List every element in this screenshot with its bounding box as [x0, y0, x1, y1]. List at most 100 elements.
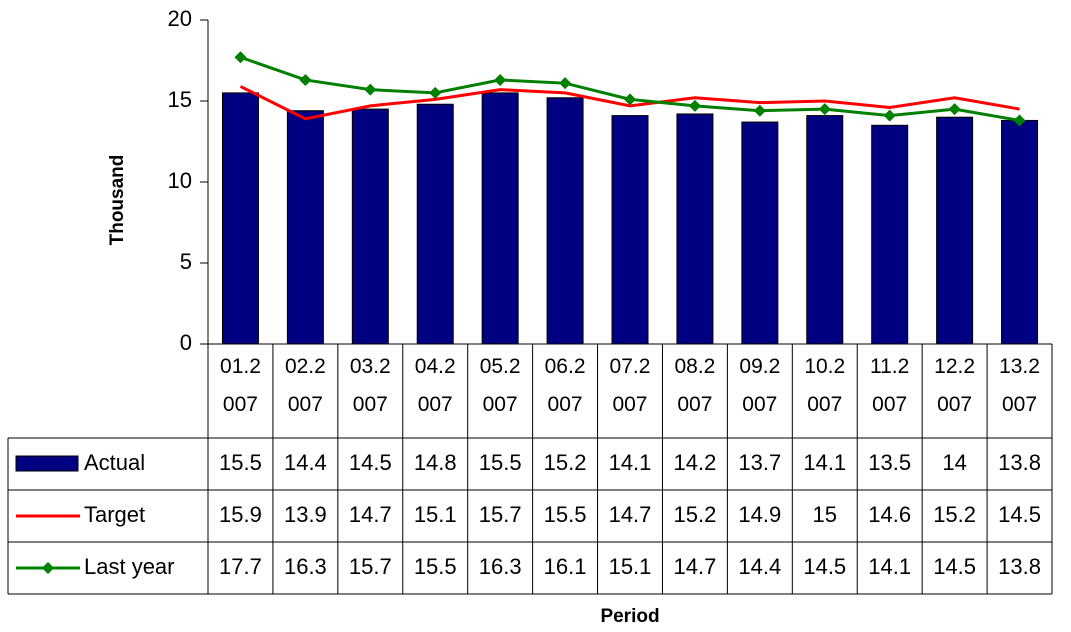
legend-marker: [42, 562, 54, 574]
table-cell: 15.7: [349, 554, 392, 579]
x-tick-label: 11.2007: [870, 355, 910, 416]
bar: [741, 121, 779, 345]
marker: [364, 83, 377, 96]
table-cell: 16.1: [544, 554, 587, 579]
marker: [559, 77, 572, 90]
bar: [936, 116, 974, 345]
legend-label: Target: [84, 502, 145, 527]
x-tick-label: 06.2007: [544, 355, 586, 416]
bar: [611, 115, 649, 345]
table-cell: 14.1: [803, 450, 846, 475]
x-tick-label: 02.2007: [284, 355, 326, 416]
table-cell: 14.5: [998, 502, 1041, 527]
bar: [481, 92, 519, 345]
y-axis-label: Thousand: [107, 155, 128, 246]
table-cell: 15.1: [609, 554, 652, 579]
bar: [351, 108, 389, 345]
x-tick-label-box: 11.2007: [870, 355, 910, 416]
x-tick-label-box: 07.2007: [609, 355, 651, 416]
table-cell: 15.1: [414, 502, 457, 527]
bar: [416, 103, 454, 345]
bar: [871, 124, 909, 345]
table-cell: 15.2: [674, 502, 717, 527]
x-tick-label-box: 02.2007: [284, 355, 326, 416]
bar: [286, 110, 324, 345]
y-tick-label: 15: [168, 87, 192, 112]
table-cell: 13.9: [284, 502, 327, 527]
bar: [676, 113, 714, 345]
table-cell: 14.9: [738, 502, 781, 527]
table-cell: 13.5: [868, 450, 911, 475]
x-tick-label: 05.2007: [479, 355, 521, 416]
x-tick-label: 10.2007: [804, 355, 846, 416]
x-tick-label: 04.2007: [414, 355, 456, 416]
legend-swatch: [15, 455, 79, 472]
table-cell: 14.5: [933, 554, 976, 579]
table-cell: 14.2: [674, 450, 717, 475]
x-tick-label: 01.2007: [220, 355, 261, 416]
table-cell: 13.8: [998, 554, 1041, 579]
table-cell: 15.7: [479, 502, 522, 527]
table-cell: 14: [942, 450, 966, 475]
table-cell: 13.8: [998, 450, 1041, 475]
marker: [948, 103, 961, 116]
table-cell: 14.1: [609, 450, 652, 475]
legend-label: Last year: [84, 554, 175, 579]
x-tick-label-box: 12.2007: [934, 355, 976, 416]
table-cell: 16.3: [479, 554, 522, 579]
table-cell: 17.7: [219, 554, 262, 579]
table-cell: 14.7: [349, 502, 392, 527]
table-cell: 14.1: [868, 554, 911, 579]
table-cell: 15.5: [479, 450, 522, 475]
y-tick-label: 20: [168, 6, 192, 31]
x-tick-label-box: 13.2007: [999, 355, 1040, 416]
table-cell: 14.4: [284, 450, 327, 475]
marker: [883, 109, 896, 122]
bar: [1001, 119, 1039, 345]
bar: [221, 92, 259, 345]
y-tick-label: 10: [168, 168, 192, 193]
bar: [806, 115, 844, 345]
table-cell: 16.3: [284, 554, 327, 579]
x-axis-label: Period: [600, 606, 659, 627]
x-tick-label-box: 04.2007: [414, 355, 456, 416]
table-cell: 15.2: [933, 502, 976, 527]
x-tick-label-box: 03.2007: [349, 355, 391, 416]
x-tick-label-box: 09.2007: [739, 355, 781, 416]
x-tick-label: 09.2007: [739, 355, 781, 416]
y-tick-label: 5: [180, 249, 192, 274]
marker: [234, 51, 247, 64]
table-cell: 15.9: [219, 502, 262, 527]
marker: [753, 104, 766, 117]
table-cell: 14.5: [349, 450, 392, 475]
table-cell: 14.5: [803, 554, 846, 579]
table-cell: 15.2: [544, 450, 587, 475]
table-cell: 14.8: [414, 450, 457, 475]
table-cell: 15.5: [414, 554, 457, 579]
marker: [494, 73, 507, 86]
x-tick-label-box: 08.2007: [674, 355, 716, 416]
x-tick-label: 07.2007: [609, 355, 651, 416]
table-cell: 15.5: [219, 450, 262, 475]
table-cell: 14.4: [738, 554, 781, 579]
bar: [546, 97, 584, 345]
table-cell: 14.6: [868, 502, 911, 527]
x-tick-label-box: 01.2007: [220, 355, 261, 416]
x-tick-label-box: 06.2007: [544, 355, 586, 416]
marker: [688, 99, 701, 112]
x-tick-label: 12.2007: [934, 355, 976, 416]
marker: [624, 93, 636, 106]
table-cell: 14.7: [609, 502, 652, 527]
x-tick-label: 13.2007: [999, 355, 1040, 416]
table-cell: 15: [813, 502, 837, 527]
table-cell: 14.7: [674, 554, 717, 579]
table-cell: 15.5: [544, 502, 587, 527]
marker: [818, 103, 831, 116]
x-tick-label: 03.2007: [349, 355, 391, 416]
x-tick-label-box: 10.2007: [804, 355, 846, 416]
x-tick-label: 08.2007: [674, 355, 716, 416]
x-tick-label-box: 05.2007: [479, 355, 521, 416]
y-tick-label: 0: [180, 330, 192, 355]
table-cell: 13.7: [738, 450, 781, 475]
